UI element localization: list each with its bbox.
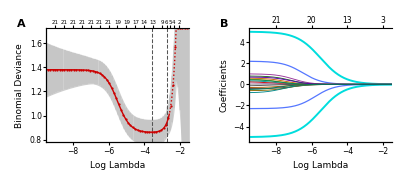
Point [92,70,98,73]
Point [146,131,152,134]
Point [156,130,162,133]
Point [56,68,63,71]
Point [47,68,53,71]
Point [184,27,190,30]
Y-axis label: Binomial Deviance: Binomial Deviance [15,43,24,128]
Point [122,118,129,121]
Point [148,131,155,134]
Point [139,130,146,133]
Point [104,78,110,81]
Point [172,45,178,48]
Point [68,68,75,71]
Point [80,69,86,71]
Point [174,27,181,30]
Point [168,105,174,108]
Point [99,74,105,76]
Point [78,69,84,71]
Point [90,70,96,72]
Point [61,68,68,71]
Point [170,84,176,87]
Point [179,27,186,30]
Point [49,68,56,71]
Point [96,72,103,75]
Point [132,128,138,130]
Point [134,129,141,132]
Point [130,126,136,129]
Point [177,27,183,30]
Point [85,69,91,72]
Point [160,127,167,130]
Point [182,27,188,30]
Y-axis label: Coefficients: Coefficients [219,59,228,112]
X-axis label: Log Lambda: Log Lambda [293,161,348,170]
Point [137,129,143,132]
Text: B: B [220,19,229,29]
Point [142,130,148,133]
Point [118,108,124,111]
Point [116,103,122,106]
Point [111,91,117,94]
Point [44,68,51,71]
Point [87,69,94,72]
Point [158,129,164,132]
Point [101,75,108,78]
Point [163,123,169,126]
Point [54,68,60,71]
Point [75,68,82,71]
Point [66,68,72,71]
Point [153,130,160,133]
Point [108,86,115,89]
Point [59,68,65,71]
X-axis label: Log Lambda: Log Lambda [90,161,145,170]
Point [113,97,120,100]
Point [120,113,126,116]
Point [94,71,101,74]
Point [73,68,79,71]
Point [144,131,150,134]
Point [70,68,77,71]
Point [82,69,89,72]
Point [64,68,70,71]
Point [165,117,172,120]
Point [151,131,157,134]
Point [127,124,134,127]
Text: A: A [18,19,26,29]
Point [52,68,58,71]
Point [125,121,131,124]
Point [106,82,112,85]
